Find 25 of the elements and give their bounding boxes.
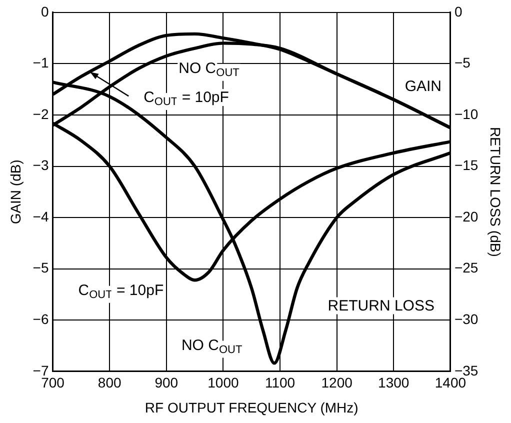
annotation: GAIN [404,78,442,95]
y-tick-label: −3 [32,157,49,174]
x-axis-title: RF OUTPUT FREQUENCY (MHz) [144,399,358,416]
x-tick-label: 1200 [321,374,353,391]
y-tick-label: 0 [40,3,49,20]
y2-tick-label: −15 [454,157,478,174]
y-tick-label: −2 [32,106,49,122]
y2-tick-label: −20 [454,208,478,224]
x-tick-label: 800 [98,374,122,391]
y2-axis-title: RETURN LOSS (dB) [488,126,504,257]
y-tick-label: −1 [32,54,49,71]
y2-tick-label: −10 [454,106,478,122]
y2-tick-label: 0 [454,3,462,20]
x-tick-label: 1300 [378,374,410,391]
y-axis-title: GAIN (dB) [7,160,24,224]
y-tick-label: −6 [32,310,49,327]
annotation: RETURN LOSS [328,297,434,314]
y-tick-label: −5 [32,260,49,276]
y2-tick-label: −5 [454,54,471,71]
y2-tick-label: −30 [454,310,478,327]
x-tick-label: 1100 [264,374,296,391]
x-tick-label: 900 [154,374,178,391]
y2-tick-label: −25 [454,260,478,276]
y-tick-label: −4 [32,208,49,224]
x-tick-label: 1000 [208,374,239,391]
